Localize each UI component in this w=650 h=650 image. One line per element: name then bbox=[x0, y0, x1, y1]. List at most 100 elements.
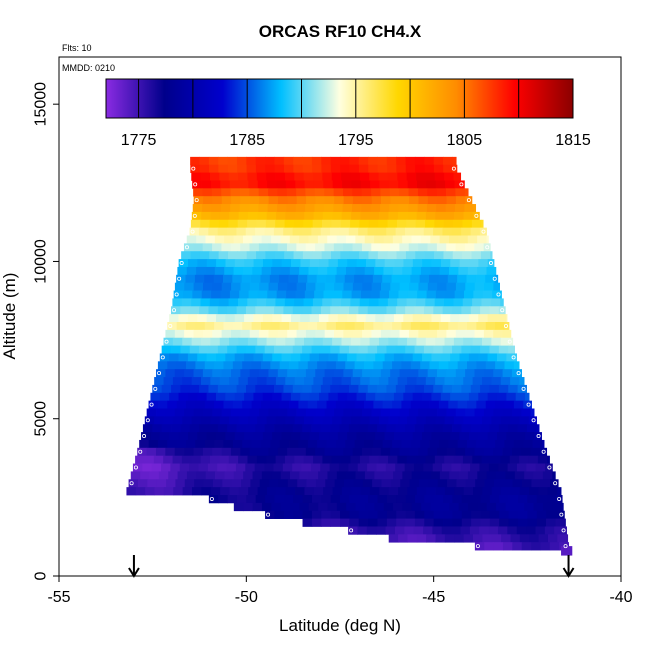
heatmap-cell bbox=[512, 542, 523, 551]
heatmap-cell bbox=[405, 495, 416, 504]
heatmap-cell bbox=[364, 471, 375, 480]
heatmap-cell bbox=[425, 337, 436, 346]
heatmap-cell bbox=[159, 432, 170, 441]
heatmap-cell bbox=[340, 495, 350, 504]
heatmap-cell bbox=[493, 479, 504, 488]
heatmap-cell bbox=[397, 455, 408, 464]
heatmap-cell bbox=[482, 534, 493, 543]
heatmap-cell bbox=[179, 463, 190, 472]
heatmap-cell bbox=[378, 337, 389, 346]
heatmap-cell bbox=[393, 432, 404, 441]
heatmap-cell bbox=[439, 502, 450, 512]
heatmap-cell bbox=[264, 306, 275, 315]
heatmap-cell bbox=[452, 156, 457, 166]
heatmap-cell bbox=[434, 298, 445, 307]
heatmap-cell bbox=[284, 251, 294, 260]
heatmap-cell bbox=[224, 235, 234, 244]
heatmap-cell bbox=[315, 369, 326, 378]
heatmap-cell bbox=[203, 196, 213, 205]
heatmap-cell bbox=[376, 227, 387, 236]
heatmap-cell bbox=[343, 282, 354, 291]
heatmap-cell bbox=[222, 479, 233, 488]
heatmap-cell bbox=[496, 314, 507, 323]
heatmap-cell bbox=[430, 266, 441, 276]
heatmap-cell bbox=[221, 188, 231, 197]
heatmap-cell bbox=[215, 471, 225, 480]
heatmap-cell bbox=[515, 432, 526, 441]
sample-point bbox=[459, 182, 464, 187]
heatmap-cell bbox=[334, 329, 344, 339]
heatmap-cell bbox=[135, 487, 146, 496]
heatmap-cell bbox=[311, 306, 322, 315]
heatmap-cell bbox=[337, 392, 348, 402]
heatmap-cell bbox=[213, 274, 224, 284]
heatmap-cell bbox=[437, 282, 447, 291]
heatmap-cell bbox=[359, 172, 370, 181]
heatmap-cell bbox=[416, 487, 427, 496]
heatmap-cell bbox=[323, 204, 334, 213]
heatmap-cell bbox=[433, 384, 444, 394]
heatmap-cell bbox=[302, 251, 313, 260]
heatmap-cell bbox=[364, 266, 375, 276]
sample-point bbox=[451, 166, 456, 171]
heatmap-cell bbox=[212, 369, 223, 378]
heatmap-cell bbox=[422, 353, 432, 362]
heatmap-cell bbox=[327, 502, 338, 512]
heatmap-cell bbox=[503, 479, 514, 488]
heatmap-cell bbox=[209, 298, 220, 307]
heatmap-cell bbox=[359, 251, 369, 260]
heatmap-cell bbox=[414, 384, 425, 394]
heatmap-cell bbox=[281, 353, 292, 362]
heatmap-cell bbox=[330, 156, 341, 166]
heatmap-cell bbox=[214, 439, 224, 449]
heatmap-cell bbox=[422, 259, 432, 268]
heatmap-cell bbox=[397, 298, 407, 307]
heatmap-cell bbox=[401, 322, 412, 331]
heatmap-cell bbox=[552, 471, 556, 480]
heatmap-cell bbox=[266, 337, 277, 346]
heatmap-cell bbox=[365, 259, 376, 268]
heatmap-cell bbox=[504, 361, 515, 370]
heatmap-cell bbox=[322, 219, 332, 229]
heatmap-cell bbox=[415, 251, 426, 260]
heatmap-cell bbox=[502, 408, 513, 417]
heatmap-cell bbox=[354, 274, 364, 284]
heatmap-cell bbox=[390, 329, 400, 339]
heatmap-cell bbox=[515, 392, 526, 402]
heatmap-cell bbox=[240, 447, 251, 457]
heatmap-cell bbox=[472, 337, 483, 346]
heatmap-cell bbox=[490, 251, 493, 260]
heatmap-cell bbox=[418, 243, 428, 252]
heatmap-cell bbox=[200, 219, 211, 229]
heatmap-cell bbox=[444, 487, 455, 496]
heatmap-cell bbox=[289, 322, 299, 331]
heatmap-cell bbox=[514, 502, 525, 512]
heatmap-cell bbox=[384, 432, 395, 441]
heatmap-cell bbox=[377, 306, 387, 315]
sample-point bbox=[475, 544, 480, 549]
heatmap-cell bbox=[191, 172, 202, 181]
heatmap-cell bbox=[277, 329, 288, 339]
heatmap-cell bbox=[418, 408, 429, 417]
heatmap-cell bbox=[319, 259, 329, 268]
heatmap-cell bbox=[400, 274, 411, 284]
heatmap-cell bbox=[221, 196, 232, 205]
heatmap-cell bbox=[431, 314, 442, 323]
heatmap-cell bbox=[372, 274, 383, 284]
heatmap-cell bbox=[340, 510, 350, 519]
heatmap-cell bbox=[304, 337, 314, 346]
heatmap-cell bbox=[457, 439, 468, 449]
heatmap-cell bbox=[362, 282, 372, 291]
heatmap-cell bbox=[527, 510, 538, 519]
heatmap-cell bbox=[375, 392, 385, 402]
heatmap-cell bbox=[315, 329, 326, 339]
heatmap-cell bbox=[230, 243, 241, 252]
heatmap-cell bbox=[259, 369, 269, 378]
heatmap-cell bbox=[446, 243, 456, 252]
heatmap-cell bbox=[445, 204, 456, 213]
heatmap-cell bbox=[542, 471, 553, 480]
heatmap-cell bbox=[478, 259, 489, 268]
heatmap-cell bbox=[486, 471, 497, 480]
heatmap-cell bbox=[528, 416, 537, 425]
heatmap-cell bbox=[437, 479, 448, 488]
